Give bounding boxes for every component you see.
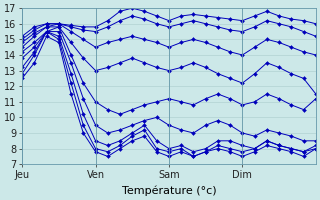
X-axis label: Température (°c): Température (°c)	[122, 185, 216, 196]
